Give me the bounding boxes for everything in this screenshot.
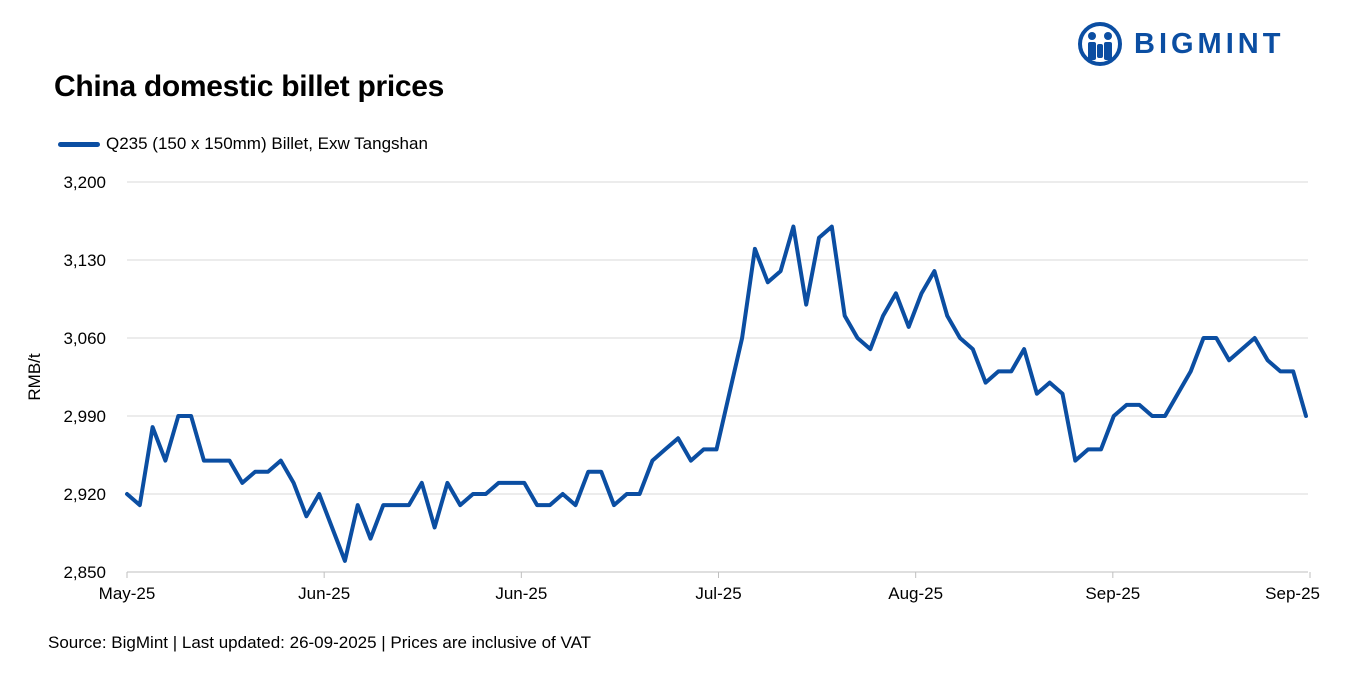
x-tick-label: Jul-25 xyxy=(695,584,741,603)
chart-title: China domestic billet prices xyxy=(54,70,445,103)
x-tick-label: Aug-25 xyxy=(888,584,943,603)
y-tick-label: 3,130 xyxy=(63,251,106,270)
legend-swatch xyxy=(58,141,100,147)
x-tick-label: Sep-25 xyxy=(1085,584,1140,603)
y-tick-label: 2,850 xyxy=(63,563,106,582)
x-tick-label: May-25 xyxy=(99,584,156,603)
brand-name: BIGMINT xyxy=(1134,27,1285,60)
x-tick-label: Jun-25 xyxy=(495,584,547,603)
y-tick-label: 2,920 xyxy=(63,485,106,504)
y-tick-label: 3,060 xyxy=(63,329,106,348)
source-note: Source: BigMint | Last updated: 26-09-20… xyxy=(48,633,592,652)
y-tick-label: 3,200 xyxy=(63,173,106,192)
series-line xyxy=(125,224,1308,563)
brand-logo: BIGMINT xyxy=(1076,22,1284,66)
y-axis-label: RMB/t xyxy=(25,353,44,401)
chart-legend: Q235 (150 x 150mm) Billet, Exw Tangshan xyxy=(58,134,428,154)
legend-label: Q235 (150 x 150mm) Billet, Exw Tangshan xyxy=(106,134,428,153)
y-tick-label: 2,990 xyxy=(63,407,106,426)
x-tick-label: Sep-25 xyxy=(1265,584,1320,603)
bigmint-logo-icon xyxy=(1078,22,1122,66)
x-tick-label: Jun-25 xyxy=(298,584,350,603)
